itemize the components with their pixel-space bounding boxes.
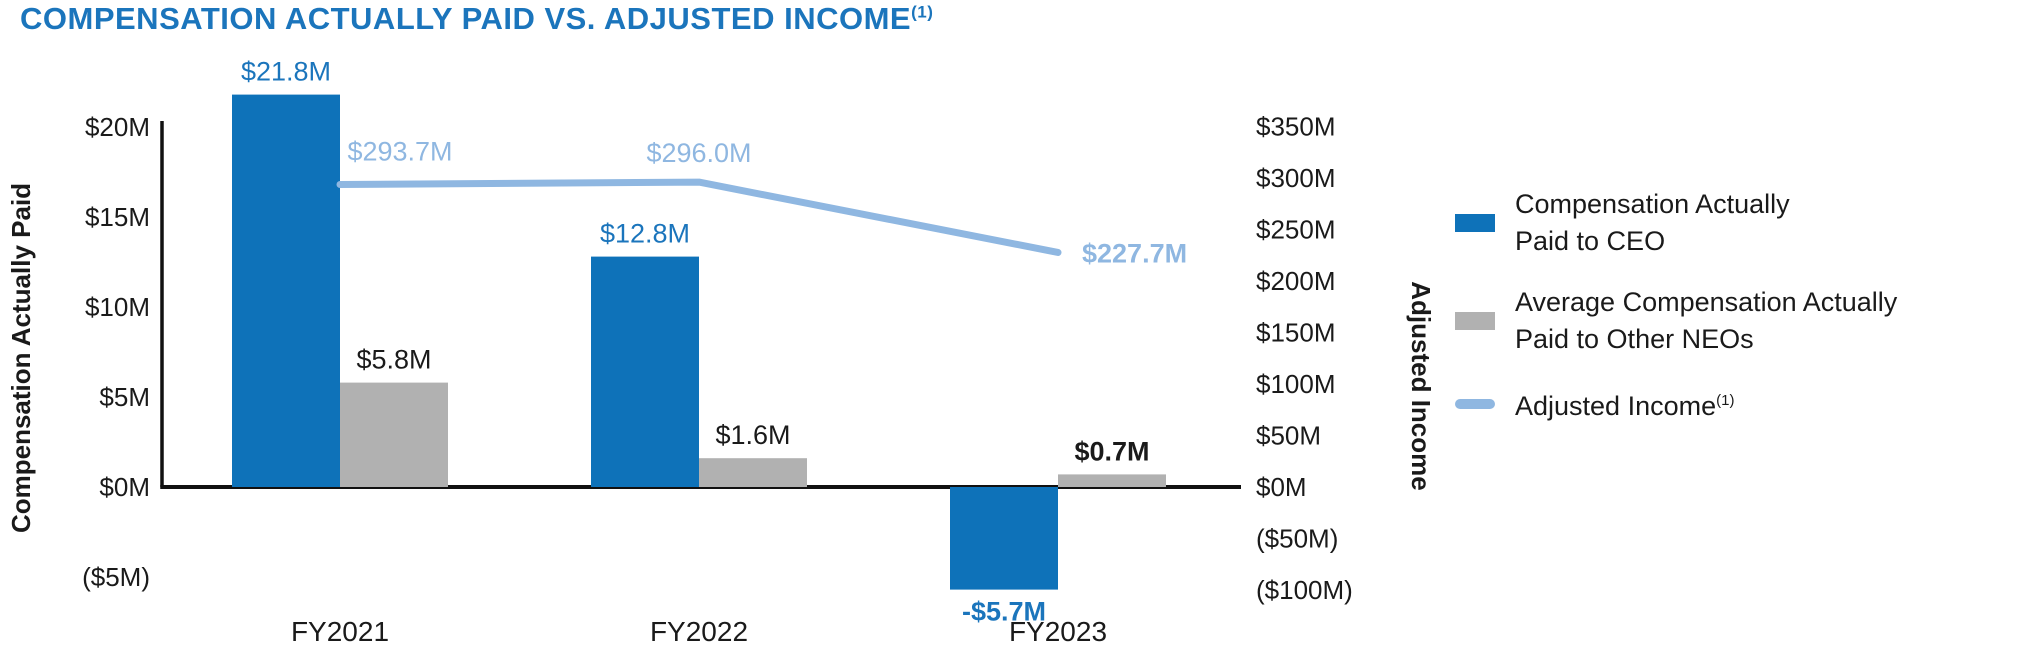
right-axis-title: Adjusted Income: [1406, 281, 1436, 490]
bar-value-label: $12.8M: [600, 219, 690, 249]
bar-ceo-FY2022: [591, 256, 699, 487]
legend-label-ceo: Compensation Actually Paid to CEO: [1515, 189, 1790, 256]
right-axis-tick: $350M: [1256, 112, 1336, 142]
legend-swatch-ceo-icon: [1455, 214, 1495, 232]
line-value-label: $296.0M: [646, 138, 751, 168]
bar-ceo-FY2023: [950, 487, 1058, 590]
legend-label-neo: Average Compensation Actually Paid to Ot…: [1515, 287, 1898, 354]
bar-value-label: $21.8M: [241, 57, 331, 87]
right-axis-tick: $150M: [1256, 318, 1336, 348]
right-axis-tick: $100M: [1256, 369, 1336, 399]
left-axis-tick: ($5M): [82, 562, 150, 592]
x-axis-label-FY2022: FY2022: [650, 616, 748, 647]
right-axis-tick: $0M: [1256, 472, 1307, 502]
bar-value-label: $1.6M: [715, 420, 790, 450]
adjusted-income-line: [336, 178, 1062, 256]
right-axis-tick: ($100M): [1256, 575, 1353, 605]
left-axis-tick: $5M: [99, 382, 150, 412]
legend-item-adjusted-income: Adjusted Income(1): [1455, 382, 2015, 425]
chart-title-text: COMPENSATION ACTUALLY PAID VS. ADJUSTED …: [20, 1, 912, 36]
legend-item-ceo: Compensation Actually Paid to CEO: [1455, 186, 2015, 260]
left-axis-tick: $0M: [99, 472, 150, 502]
bar-value-label: $0.7M: [1074, 436, 1149, 466]
legend-swatch-line-icon: [1455, 398, 1495, 409]
legend-item-neo: Average Compensation Actually Paid to Ot…: [1455, 284, 2015, 358]
line-value-label: $293.7M: [347, 136, 452, 166]
bar-value-label: $5.8M: [356, 345, 431, 375]
chart-title: COMPENSATION ACTUALLY PAID VS. ADJUSTED …: [20, 1, 933, 37]
left-axis-title: Compensation Actually Paid: [6, 183, 36, 533]
right-axis-tick: $250M: [1256, 215, 1336, 245]
right-axis-tick: $300M: [1256, 163, 1336, 193]
x-axis-label-FY2023: FY2023: [1009, 616, 1107, 647]
chart-title-footnote-marker: (1): [911, 2, 934, 22]
left-axis-tick: $20M: [85, 112, 150, 142]
x-axis-label-FY2021: FY2021: [291, 616, 389, 647]
legend-swatch-neo-icon: [1455, 312, 1495, 330]
line-value-label: $227.7M: [1082, 238, 1187, 268]
bar-neo-FY2022: [699, 458, 807, 487]
bar-neo-FY2021: [340, 382, 448, 487]
bar-ceo-FY2021: [232, 94, 340, 487]
left-axis-tick: $15M: [85, 202, 150, 232]
right-axis-tick: $200M: [1256, 266, 1336, 296]
right-axis-tick: $50M: [1256, 421, 1321, 451]
bar-value-label: -$5.7M: [962, 597, 1046, 627]
chart-legend: Compensation Actually Paid to CEO Averag…: [1455, 186, 2015, 425]
bar-neo-FY2023: [1058, 474, 1166, 487]
chart-svg: $20M $15M $10M $5M $0M ($5M) $350M $300M $250M $2…: [6, 57, 1436, 647]
left-axis-tick: $10M: [85, 292, 150, 322]
right-axis-tick: ($50M): [1256, 524, 1338, 554]
legend-label-adjusted-income: Adjusted Income(1): [1515, 391, 1735, 421]
